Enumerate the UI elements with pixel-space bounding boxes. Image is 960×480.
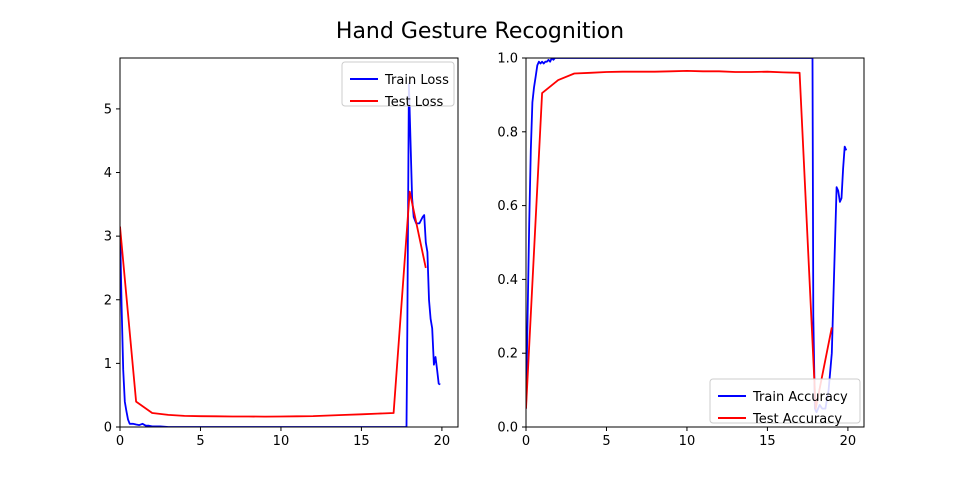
accuracy-series-line-0: [526, 58, 848, 414]
accuracy-y-tick-label: 0.4: [497, 273, 518, 288]
accuracy-x-tick-label: 10: [679, 434, 696, 449]
loss-series-line-0: [120, 82, 441, 427]
accuracy-y-tick-label: 0.2: [497, 347, 518, 362]
loss-x-tick-label: 15: [353, 434, 370, 449]
accuracy-y-tick-label: 1.0: [497, 52, 518, 67]
accuracy-chart: 0 5 10 15 20 0.0 0.2 0.4 0.6 0.8 1.0 Train Accuracy…: [497, 52, 865, 449]
accuracy-y-tick-label: 0.8: [497, 125, 518, 140]
accuracy-series-line-1: [526, 70, 833, 410]
loss-chart: 0 5 10 15 20 0 1 2 3 4 5 Train Loss Test Loss: [104, 57, 459, 449]
accuracy-legend: Train Accuracy Test Accuracy: [709, 378, 861, 427]
loss-y-tick-label: 1: [104, 357, 112, 372]
loss-y-tick-label: 0: [104, 421, 112, 436]
loss-legend: Train Loss Test Loss: [341, 61, 455, 110]
accuracy-y-tick-label: 0.6: [497, 199, 518, 214]
loss-legend-label-0: Train Loss: [384, 73, 449, 88]
accuracy-x-tick-label: 5: [602, 434, 610, 449]
loss-series-line-1: [120, 190, 427, 418]
accuracy-x-tick-label: 20: [840, 434, 857, 449]
loss-x-tick-label: 0: [116, 434, 124, 449]
loss-legend-box: [341, 61, 455, 107]
loss-y-tick-label: 3: [104, 230, 112, 245]
accuracy-y-tick-label: 0.0: [497, 421, 518, 436]
loss-x-tick-label: 20: [434, 434, 451, 449]
loss-legend-label-1: Test Loss: [384, 95, 443, 110]
accuracy-axes-frame: [525, 57, 865, 428]
loss-y-tick-label: 4: [104, 166, 112, 181]
loss-y-tick-label: 5: [104, 102, 112, 117]
accuracy-x-tick-label: 15: [759, 434, 776, 449]
loss-x-tick-label: 10: [273, 434, 290, 449]
accuracy-legend-label-0: Train Accuracy: [752, 390, 848, 405]
loss-x-tick-label: 5: [196, 434, 204, 449]
loss-plot-area: [120, 58, 458, 427]
figure-title: Hand Gesture Recognition: [336, 19, 624, 44]
loss-axes-frame: [119, 57, 459, 428]
accuracy-legend-label-1: Test Accuracy: [752, 412, 842, 427]
accuracy-legend-box: [709, 378, 861, 424]
accuracy-x-tick-label: 0: [522, 434, 530, 449]
loss-y-tick-label: 2: [104, 293, 112, 308]
